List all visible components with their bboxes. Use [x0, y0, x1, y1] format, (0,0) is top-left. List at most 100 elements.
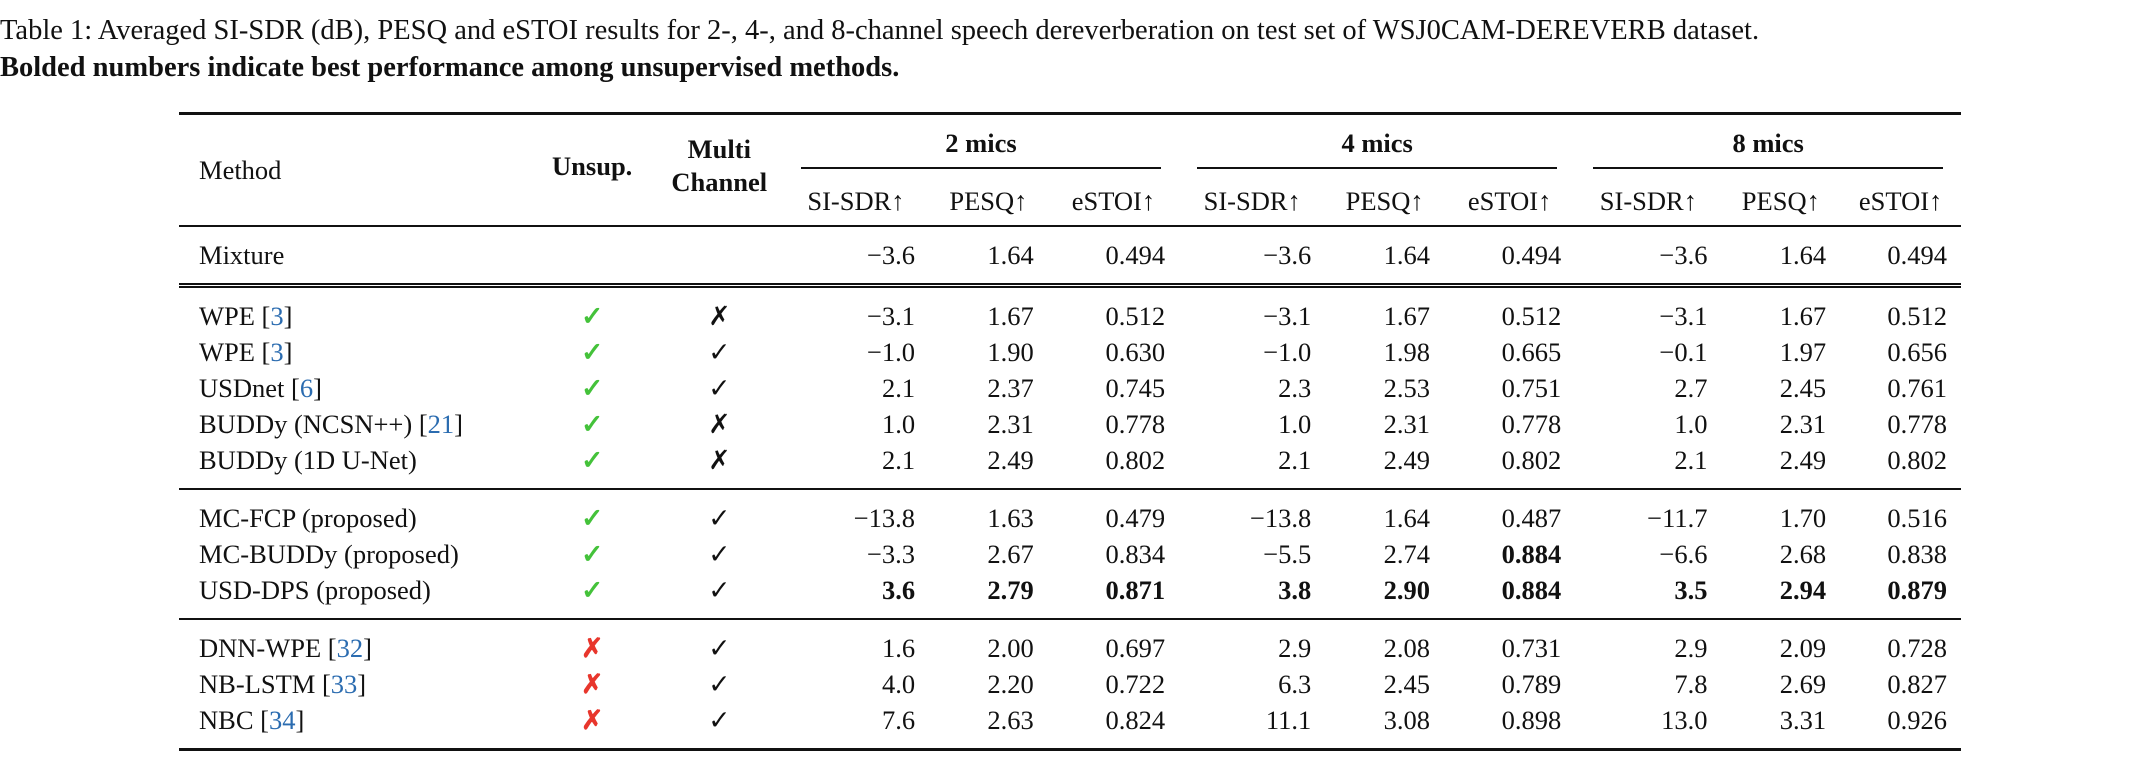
unsup-cell: ✓ — [529, 489, 656, 536]
method-name: Mixture — [199, 239, 285, 270]
header-metric: eSTOI↑ — [1858, 185, 1943, 216]
value-cell: 0.487 — [1501, 502, 1562, 533]
header-group-2-mics: 2 mics — [783, 114, 1179, 178]
multichannel-cell: ✓ — [656, 572, 783, 619]
header-metric: PESQ↑ — [1345, 185, 1424, 216]
method-name: DNN-WPE [ — [199, 632, 337, 663]
value-cell: 0.731 — [1501, 632, 1562, 663]
green-checkmark-icon: ✓ — [581, 300, 604, 331]
value-cell: −1.0 — [866, 336, 916, 367]
unsup-cell: ✓ — [529, 442, 656, 489]
unsup-cell: ✓ — [529, 334, 656, 370]
method-cell: USDnet [6] — [179, 370, 529, 406]
unsup-cell: ✗ — [529, 619, 656, 666]
value-cell: 2.67 — [987, 538, 1034, 569]
value-cell: 2.90 — [1383, 574, 1430, 605]
value-cell: 0.494 — [1105, 239, 1166, 270]
unsup-cell: ✓ — [529, 572, 656, 619]
value-cell: 11.1 — [1265, 704, 1312, 735]
table-row: DNN-WPE [32] ✗ ✓ 1.6 2.00 0.697 2.9 2.08 0.731 2.… — [179, 619, 1961, 666]
checkmark-icon: ✓ — [708, 502, 731, 533]
method-cell: MC-BUDDy (proposed) — [179, 536, 529, 572]
table-row: BUDDy (NCSN++) [21] ✓ ✗ 1.0 2.31 0.778 1.0 2.31… — [179, 406, 1961, 442]
method-name: WPE [ — [199, 336, 271, 367]
checkmark-icon: ✓ — [708, 336, 731, 367]
value-cell: 1.0 — [1674, 408, 1708, 439]
value-cell: −13.8 — [853, 502, 916, 533]
value-cell: 0.665 — [1501, 336, 1562, 367]
value-cell: 3.8 — [1278, 574, 1312, 605]
value-cell: 3.08 — [1383, 704, 1430, 735]
value-cell: 0.697 — [1105, 632, 1166, 663]
value-cell: 0.778 — [1887, 408, 1947, 439]
value-cell: 2.45 — [1779, 372, 1827, 403]
value-cell: 0.722 — [1105, 668, 1166, 699]
unsup-cell: ✓ — [529, 406, 656, 442]
citation-link[interactable]: 3 — [270, 336, 284, 367]
method-cell: NB-LSTM [33] — [179, 666, 529, 702]
value-cell: 2.69 — [1779, 668, 1827, 699]
value-cell: 7.6 — [881, 704, 916, 735]
group-label: 4 mics — [1197, 128, 1558, 169]
value-cell: 0.802 — [1887, 444, 1947, 475]
citation-link[interactable]: 3 — [270, 300, 284, 331]
value-cell: −13.8 — [1249, 502, 1312, 533]
value-cell: 1.64 — [1383, 502, 1430, 533]
value-cell: −11.7 — [1647, 502, 1708, 533]
green-checkmark-icon: ✓ — [581, 372, 604, 403]
table-row: NB-LSTM [33] ✗ ✓ 4.0 2.20 0.722 6.3 2.45 0.789 7.… — [179, 666, 1961, 702]
multichannel-cell: ✓ — [656, 370, 783, 406]
unsup-cell: ✗ — [529, 666, 656, 702]
header-metric: SI-SDR↑ — [1203, 185, 1301, 216]
value-cell: 0.479 — [1105, 502, 1166, 533]
value-cell: 0.827 — [1887, 668, 1947, 699]
method-cell: MC-FCP (proposed) — [179, 489, 529, 536]
citation-link[interactable]: 34 — [268, 704, 296, 735]
value-cell: 2.31 — [1383, 408, 1430, 439]
value-cell: 0.802 — [1105, 444, 1166, 475]
value-cell: 0.512 — [1105, 300, 1166, 331]
unsup-cell: ✓ — [529, 370, 656, 406]
citation-bracket: ] — [454, 408, 463, 439]
results-table: Method Unsup. Multi Channel 2 mics 4 mic… — [179, 112, 1961, 751]
method-name: USD-DPS (proposed) — [199, 574, 431, 605]
value-cell: 0.778 — [1501, 408, 1562, 439]
multichannel-cell: ✓ — [656, 619, 783, 666]
value-cell: 0.838 — [1887, 538, 1947, 569]
green-checkmark-icon: ✓ — [581, 408, 604, 439]
value-cell: 2.1 — [1674, 444, 1708, 475]
checkmark-icon: ✓ — [708, 704, 731, 735]
value-cell: 1.63 — [987, 502, 1034, 533]
checkmark-icon: ✓ — [708, 668, 731, 699]
value-cell: 0.745 — [1105, 372, 1166, 403]
value-cell: 2.08 — [1383, 632, 1430, 663]
value-cell: 2.3 — [1278, 372, 1312, 403]
group-label: 8 mics — [1593, 128, 1943, 169]
citation-link[interactable]: 6 — [299, 372, 314, 403]
value-cell: 1.6 — [881, 632, 916, 663]
value-cell: 2.00 — [987, 632, 1034, 663]
value-cell: 2.45 — [1383, 668, 1430, 699]
value-cell: 0.516 — [1887, 502, 1947, 533]
value-cell: 1.0 — [1278, 408, 1312, 439]
citation-link[interactable]: 21 — [427, 408, 455, 439]
header-group-8-mics: 8 mics — [1575, 114, 1961, 178]
value-cell: 1.67 — [1383, 300, 1430, 331]
method-cell: WPE [3] — [179, 334, 529, 370]
header-metric: PESQ↑ — [1741, 185, 1820, 216]
value-cell: 0.789 — [1501, 668, 1562, 699]
value-cell: 2.49 — [1779, 444, 1827, 475]
citation-link[interactable]: 33 — [330, 668, 358, 699]
multichannel-cell: ✗ — [656, 406, 783, 442]
header-row-metrics: SI-SDR↑ PESQ↑ eSTOI↑ SI-SDR↑ PESQ↑ eSTOI↑ SI-S… — [179, 177, 1961, 226]
header-row-groups: Method Unsup. Multi Channel 2 mics 4 mic… — [179, 113, 1961, 197]
cross-icon: ✗ — [708, 444, 731, 475]
unsup-cell: ✗ — [529, 702, 656, 750]
method-name: MC-FCP (proposed) — [199, 502, 417, 533]
table-caption: Table 1: Averaged SI-SDR (dB), PESQ and … — [0, 12, 2144, 86]
multichannel-cell: ✓ — [656, 334, 783, 370]
table-row: BUDDy (1D U-Net) ✓ ✗ 2.1 2.49 0.802 2.1 2.49 0.8… — [179, 442, 1961, 489]
table-body: Mixture −3.6 1.64 0.494 −3.6 1.64 0.494 −3.6 1.6… — [179, 226, 1961, 750]
value-cell: 0.512 — [1887, 300, 1947, 331]
citation-link[interactable]: 32 — [336, 632, 364, 663]
